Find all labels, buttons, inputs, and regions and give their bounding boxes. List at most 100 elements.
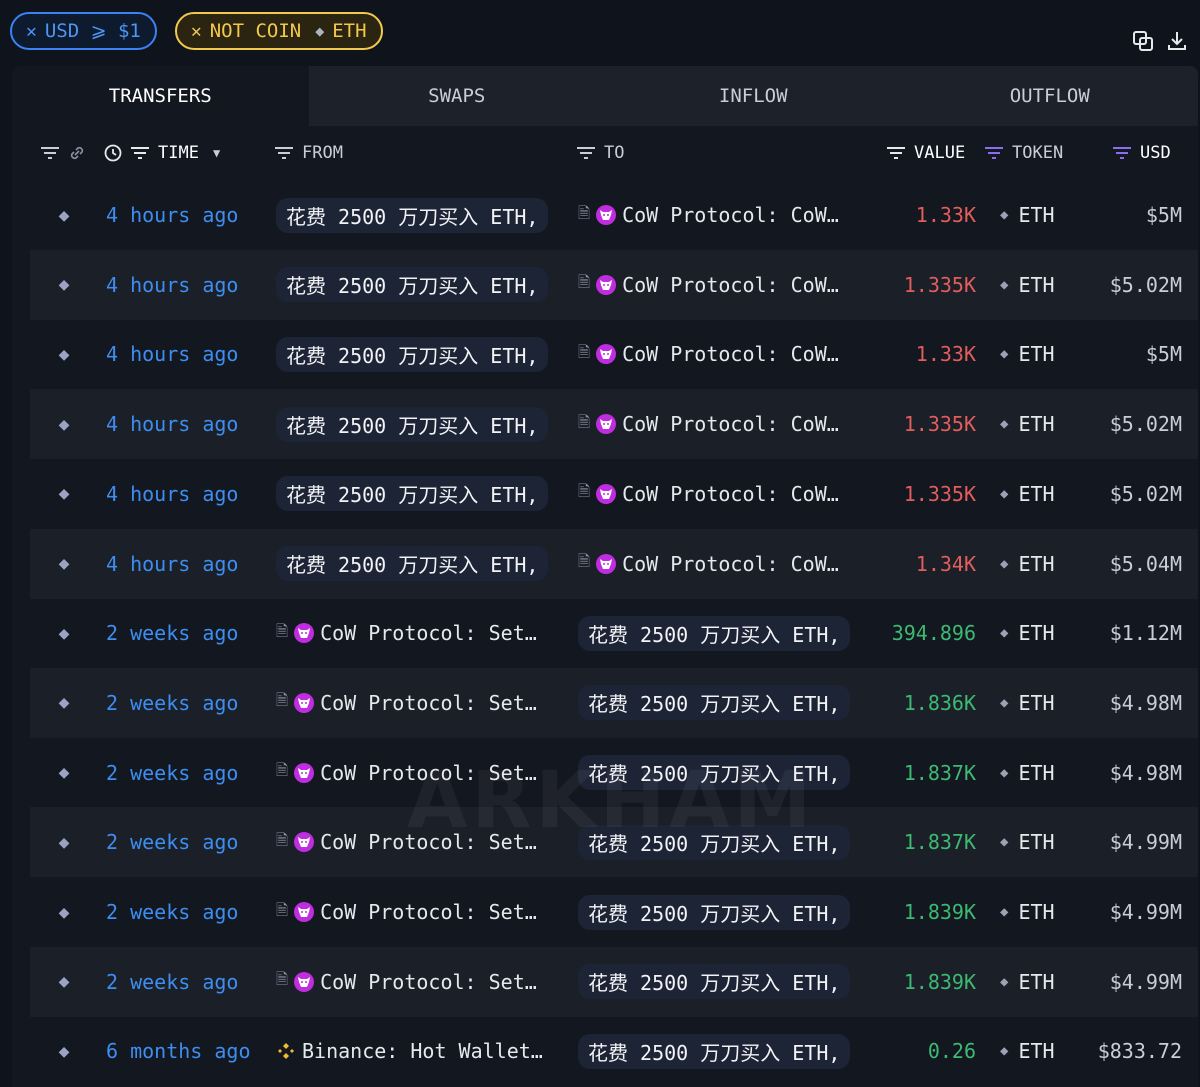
table-row[interactable]: ◆ 2 weeks ago 🗎 CoW Protocol: Set… 花费 25… <box>30 807 1198 878</box>
time-cell[interactable]: 4 hours ago <box>106 551 239 576</box>
token-cell[interactable]: ◆ ETH <box>1000 459 1055 529</box>
table-row[interactable]: ◆ 4 hours ago 花费 2500 万刀买入 ETH, 🗎 CoW Pr… <box>30 180 1198 250</box>
table-row[interactable]: ◆ 2 weeks ago 🗎 CoW Protocol: Set… 花费 25… <box>30 667 1198 738</box>
time-cell[interactable]: 2 weeks ago <box>106 760 239 785</box>
table-row[interactable]: ◆ 4 hours ago 花费 2500 万刀买入 ETH, 🗎 CoW Pr… <box>30 249 1198 320</box>
token-cell[interactable]: ◆ ETH <box>1000 389 1055 459</box>
download-icon[interactable] <box>1166 30 1188 52</box>
table-row[interactable]: ◆ 4 hours ago 花费 2500 万刀买入 ETH, 🗎 CoW Pr… <box>30 389 1198 460</box>
time-cell[interactable]: 4 hours ago <box>106 481 239 506</box>
token-cell[interactable]: ◆ ETH <box>1000 877 1055 947</box>
token-cell[interactable]: ◆ ETH <box>1000 598 1055 668</box>
to-cell: 花费 2500 万刀买入 ETH, <box>578 807 870 877</box>
to-address-label[interactable]: 花费 2500 万刀买入 ETH, <box>578 1033 851 1069</box>
to-address-label[interactable]: 花费 2500 万刀买入 ETH, <box>578 894 851 930</box>
to-entity[interactable]: 🗎 CoW Protocol: CoW… <box>578 342 839 367</box>
to-column-header[interactable]: TO <box>576 126 624 180</box>
from-entity[interactable]: 🗎 CoW Protocol: Set… <box>276 621 537 646</box>
from-entity[interactable]: 🗎 CoW Protocol: Set… <box>276 760 537 785</box>
from-entity[interactable]: 🗎 CoW Protocol: Set… <box>276 900 537 925</box>
to-entity[interactable]: 🗎 CoW Protocol: CoW… <box>578 412 839 437</box>
from-cell: 🗎 CoW Protocol: Set… <box>276 668 566 738</box>
from-address-label[interactable]: 花费 2500 万刀买入 ETH, <box>276 197 549 233</box>
contract-icon: 🗎 <box>578 482 591 501</box>
filter-icon[interactable] <box>886 146 906 160</box>
time-column-header[interactable]: TIME ▼ <box>104 126 220 180</box>
from-entity[interactable]: 🗎 CoW Protocol: Set… <box>276 969 537 994</box>
from-entity[interactable]: 🗎 CoW Protocol: Set… <box>276 830 537 855</box>
remove-filter-icon[interactable]: ✕ <box>26 20 37 42</box>
time-cell[interactable]: 2 weeks ago <box>106 969 239 994</box>
time-cell[interactable]: 4 hours ago <box>106 272 239 297</box>
value-column-header[interactable]: VALUE <box>886 126 965 180</box>
usd-column-header[interactable]: USD <box>1112 126 1171 180</box>
tab-transfers[interactable]: TRANSFERS <box>12 66 309 126</box>
from-address-label[interactable]: 花费 2500 万刀买入 ETH, <box>276 336 549 372</box>
table-row[interactable]: ◆ 6 months ago Binance: Hot Wallet… 花费 2… <box>30 1016 1198 1086</box>
filter-icon[interactable] <box>984 146 1004 160</box>
from-column-header[interactable]: FROM <box>274 126 343 180</box>
to-address-label[interactable]: 花费 2500 万刀买入 ETH, <box>578 755 851 791</box>
time-cell[interactable]: 2 weeks ago <box>106 830 239 855</box>
tab-outflow[interactable]: OUTFLOW <box>901 66 1198 126</box>
from-address-label[interactable]: 花费 2500 万刀买入 ETH, <box>276 476 549 512</box>
copy-icon[interactable] <box>1132 30 1154 52</box>
sort-desc-icon[interactable]: ▼ <box>212 146 221 160</box>
to-address-label[interactable]: 花费 2500 万刀买入 ETH, <box>578 964 851 1000</box>
time-cell[interactable]: 4 hours ago <box>106 203 239 227</box>
token-symbol: ETH <box>1018 412 1055 437</box>
to-address-label[interactable]: 花费 2500 万刀买入 ETH, <box>578 685 851 721</box>
time-cell[interactable]: 4 hours ago <box>106 342 239 367</box>
link-filter-header[interactable] <box>40 126 86 180</box>
table-row[interactable]: ◆ 2 weeks ago 🗎 CoW Protocol: Set… 花费 25… <box>30 946 1198 1017</box>
to-address-label[interactable]: 花费 2500 万刀买入 ETH, <box>578 824 851 860</box>
eth-chain-icon: ◆ <box>58 762 70 784</box>
filter-icon[interactable] <box>40 146 60 160</box>
contract-icon: 🗎 <box>276 761 289 780</box>
from-address-label[interactable]: 花费 2500 万刀买入 ETH, <box>276 546 549 581</box>
to-entity[interactable]: 🗎 CoW Protocol: CoW… <box>578 481 839 506</box>
token-cell[interactable]: ◆ ETH <box>1000 1016 1055 1086</box>
to-address-label[interactable]: 花费 2500 万刀买入 ETH, <box>578 615 851 651</box>
filter-icon[interactable] <box>1112 146 1132 160</box>
from-entity[interactable]: 🗎 CoW Protocol: Set… <box>276 690 537 715</box>
coin-filter-chip[interactable]: ✕ NOT COIN ◆ ETH <box>174 12 383 50</box>
to-entity[interactable]: 🗎 CoW Protocol: CoW… <box>578 203 839 228</box>
from-entity[interactable]: Binance: Hot Wallet… <box>276 1039 543 1063</box>
cow-protocol-icon <box>596 483 617 504</box>
token-cell[interactable]: ◆ ETH <box>1000 319 1055 389</box>
token-column-header[interactable]: TOKEN <box>984 126 1063 180</box>
token-cell[interactable]: ◆ ETH <box>1000 180 1055 250</box>
remove-filter-icon[interactable]: ✕ <box>190 20 202 42</box>
time-cell[interactable]: 2 weeks ago <box>106 900 239 924</box>
token-cell[interactable]: ◆ ETH <box>1000 738 1055 808</box>
filter-icon[interactable] <box>576 146 596 160</box>
to-entity[interactable]: 🗎 CoW Protocol: CoW… <box>578 551 839 576</box>
table-row[interactable]: ◆ 4 hours ago 花费 2500 万刀买入 ETH, 🗎 CoW Pr… <box>30 528 1198 599</box>
token-cell[interactable]: ◆ ETH <box>1000 529 1055 599</box>
token-cell[interactable]: ◆ ETH <box>1000 250 1055 320</box>
time-cell[interactable]: 4 hours ago <box>106 412 239 437</box>
from-address-label[interactable]: 花费 2500 万刀买入 ETH, <box>276 267 549 303</box>
tab-swaps[interactable]: SWAPS <box>308 66 605 126</box>
from-cell: 花费 2500 万刀买入 ETH, <box>276 180 566 250</box>
filter-icon[interactable] <box>274 146 294 160</box>
token-symbol: ETH <box>1018 272 1055 297</box>
token-cell[interactable]: ◆ ETH <box>1000 947 1055 1017</box>
table-row[interactable]: ◆ 2 weeks ago 🗎 CoW Protocol: Set… 花费 25… <box>30 738 1198 808</box>
table-row[interactable]: ◆ 2 weeks ago 🗎 CoW Protocol: Set… 花费 25… <box>30 877 1198 947</box>
tab-inflow[interactable]: INFLOW <box>605 66 902 126</box>
filter-icon[interactable] <box>130 146 150 160</box>
from-address-label[interactable]: 花费 2500 万刀买入 ETH, <box>276 406 549 442</box>
from-cell: 🗎 CoW Protocol: Set… <box>276 598 566 668</box>
usd-filter-chip[interactable]: ✕ USD ⩾ $1 <box>10 12 157 50</box>
token-cell[interactable]: ◆ ETH <box>1000 807 1055 877</box>
table-row[interactable]: ◆ 4 hours ago 花费 2500 万刀买入 ETH, 🗎 CoW Pr… <box>30 459 1198 529</box>
table-row[interactable]: ◆ 4 hours ago 花费 2500 万刀买入 ETH, 🗎 CoW Pr… <box>30 319 1198 389</box>
table-row[interactable]: ◆ 2 weeks ago 🗎 CoW Protocol: Set… 花费 25… <box>30 598 1198 668</box>
time-cell[interactable]: 6 months ago <box>106 1039 251 1064</box>
time-cell[interactable]: 2 weeks ago <box>106 690 239 715</box>
token-cell[interactable]: ◆ ETH <box>1000 668 1055 738</box>
time-cell[interactable]: 2 weeks ago <box>106 621 239 646</box>
to-entity[interactable]: 🗎 CoW Protocol: CoW… <box>578 272 839 297</box>
